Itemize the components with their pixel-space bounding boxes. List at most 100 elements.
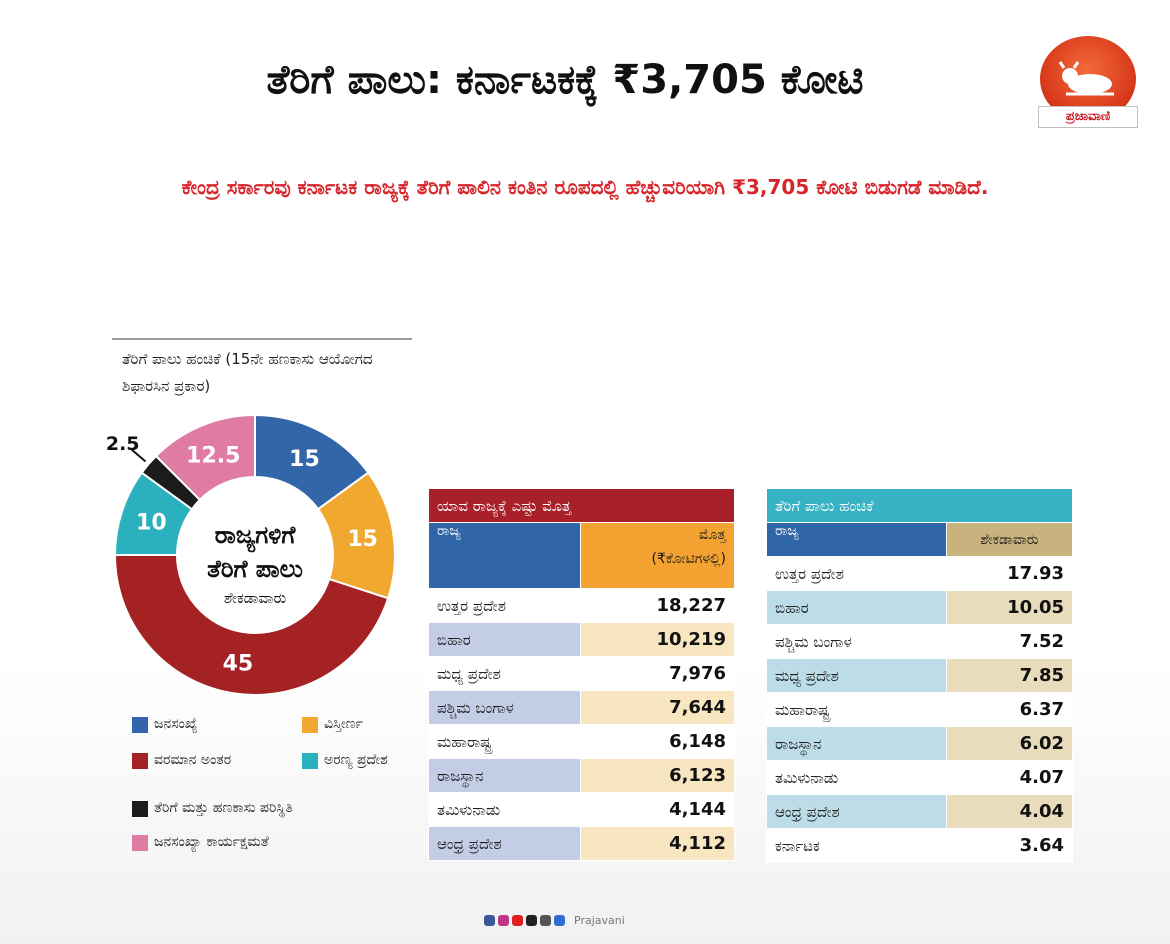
amount-table-row: ರಾಜಸ್ಥಾನ 6,123 — [428, 758, 735, 793]
legend-label: ತೆರಿಗೆ ಮತ್ತು ಹಣಕಾಸು ಪರಿಸ್ಥಿತಿ — [154, 800, 293, 816]
amount-table-header-state: ರಾಜ್ಯ — [428, 522, 581, 589]
amount-table-state-cell: ಪಶ್ಚಿಮ ಬಂಗಾಳ — [428, 690, 581, 725]
share-table-state-cell: ಪಶ್ಚಿಮ ಬಂಗಾಳ — [766, 624, 947, 659]
legend-item-2: ವರಮಾನ ಅಂತರ — [132, 752, 292, 769]
share-table-value-cell: 4.07 — [946, 760, 1073, 795]
share-table: ತೆರಿಗೆ ಪಾಲು ಹಂಚಿಕೆ ರಾಜ್ಯ ಶೇಕಡಾವಾರು ಉತ್ತರ… — [766, 488, 1073, 863]
bull-emblem-icon — [1058, 61, 1114, 96]
legend-label: ಜನಸಂಖ್ಯೆ — [154, 716, 198, 732]
amount-table-value-cell: 6,148 — [580, 724, 735, 759]
amount-table-row: ತಮಿಳುನಾಡು 4,144 — [428, 792, 735, 827]
share-table-row: ಬಿಹಾರ 10.05 — [766, 590, 1073, 625]
donut-center-label-1: ತೆರಿಗೆ ಪಾಲು — [207, 555, 303, 583]
donut-slice-label-2: 45 — [223, 652, 254, 677]
amount-table-row: ಮಧ್ಯ ಪ್ರದೇಶ 7,976 — [428, 656, 735, 691]
sharechat-icon[interactable] — [554, 914, 565, 926]
amount-header-label: ಮೊತ್ತ — [698, 527, 726, 543]
donut-slice-5 — [154, 413, 256, 502]
amount-table-value-cell: 4,144 — [580, 792, 735, 827]
donut-callout-arrow — [131, 449, 147, 463]
legend-swatch — [132, 753, 148, 769]
facebook-icon[interactable] — [484, 914, 495, 926]
amount-table-row: ಬಿಹಾರ 10,219 — [428, 622, 735, 657]
share-table-value-cell: 4.04 — [946, 794, 1073, 829]
amount-table-row: ಮಹಾರಾಷ್ಟ್ರ 6,148 — [428, 724, 735, 759]
legend-label: ವಿಸ್ತೀರ್ಣ — [324, 716, 363, 732]
donut-chart: 15 15 45 10 2.5 12.5 ರಾಜ್ಯಗಳಿಗೆತೆರಿಗೆ ಪಾಲು ಶೇಕಡ… — [106, 413, 396, 696]
share-table-state-cell: ಕರ್ನಾಟಕ — [766, 828, 947, 863]
amount-table-row: ಆಂಧ್ರ ಪ್ರದೇಶ 4,112 — [428, 826, 735, 861]
amount-table-header-amount: ಮೊತ್ತ (₹ಕೋಟಿಗಳಲ್ಲಿ) — [580, 522, 735, 589]
share-table-state-cell: ಉತ್ತರ ಪ್ರದೇಶ — [766, 556, 947, 591]
share-table-row: ಮಧ್ಯ ಪ್ರದೇಶ 7.85 — [766, 658, 1073, 693]
logo-wordmark: ಪ್ರಜಾವಾಣಿ — [1038, 106, 1138, 128]
share-table-header-state: ರಾಜ್ಯ — [766, 522, 947, 557]
legend-swatch — [132, 717, 148, 733]
donut-legend: ಜನಸಂಖ್ಯೆ ವಿಸ್ತೀರ್ಣ ವರಮಾನ ಅಂತರ ಅರಣ್ಯ ಪ್ರದೇಶ ತ… — [132, 712, 432, 862]
share-table-state-cell: ತಮಿಳುನಾಡು — [766, 760, 947, 795]
share-table-value-cell: 17.93 — [946, 556, 1073, 591]
legend-item-3: ಅರಣ್ಯ ಪ್ರದೇಶ — [302, 752, 432, 769]
share-table-value-cell: 6.02 — [946, 726, 1073, 761]
amount-table-state-cell: ಉತ್ತರ ಪ್ರದೇಶ — [428, 588, 581, 623]
donut-center-label-2: ಶೇಕಡಾವಾರು — [224, 589, 287, 607]
legend-label: ವರಮಾನ ಅಂತರ — [154, 752, 232, 768]
share-table-value-cell: 6.37 — [946, 692, 1073, 727]
social-footer: Prajavani — [484, 908, 694, 932]
amount-table-value-cell: 10,219 — [580, 622, 735, 657]
prajavani-logo[interactable]: ಪ್ರಜಾವಾಣಿ — [1038, 36, 1140, 128]
amount-table-state-cell: ಮಧ್ಯ ಪ್ರದೇಶ — [428, 656, 581, 691]
share-table-value-cell: 3.64 — [946, 828, 1073, 863]
share-table-state-cell: ಮಹಾರಾಷ್ಟ್ರ — [766, 692, 947, 727]
amount-table-state-cell: ಬಿಹಾರ — [428, 622, 581, 657]
donut-slice-label-4: 2.5 — [106, 433, 140, 455]
share-table-row: ಮಹಾರಾಷ್ಟ್ರ 6.37 — [766, 692, 1073, 727]
donut-chart-title: ತೆರಿಗೆ ಪಾಲು ಹಂಚಿಕೆ (15ನೇ ಹಣಕಾಸು ಆಯೋಗದ ಶಿ… — [122, 350, 373, 395]
amount-table-state-cell: ರಾಜಸ್ಥಾನ — [428, 758, 581, 793]
amount-table-row: ಪಶ್ಚಿಮ ಬಂಗಾಳ 7,644 — [428, 690, 735, 725]
footer-handle[interactable]: Prajavani — [574, 913, 625, 927]
share-table-title: ತೆರಿಗೆ ಪಾಲು ಹಂಚಿಕೆ — [766, 488, 1073, 523]
share-table-row: ತಮಿಳುನಾಡು 4.07 — [766, 760, 1073, 795]
share-table-state-cell: ಮಧ್ಯ ಪ್ರದೇಶ — [766, 658, 947, 693]
legend-swatch — [302, 717, 318, 733]
share-table-row: ಆಂಧ್ರ ಪ್ರದೇಶ 4.04 — [766, 794, 1073, 829]
share-table-row: ಪಶ್ಚಿಮ ಬಂಗಾಳ 7.52 — [766, 624, 1073, 659]
amount-table-state-cell: ಮಹಾರಾಷ್ಟ್ರ — [428, 724, 581, 759]
legend-swatch — [132, 835, 148, 851]
amount-table-value-cell: 4,112 — [580, 826, 735, 861]
share-table-state-cell: ಬಿಹಾರ — [766, 590, 947, 625]
amount-table-title: ಯಾವ ರಾಜ್ಯಕ್ಕೆ ಎಷ್ಟು ಮೊತ್ತ — [428, 488, 735, 523]
amount-table-value-cell: 18,227 — [580, 588, 735, 623]
legend-label: ಜನಸಂಖ್ಯಾ ಕಾರ್ಯಕ್ಷಮತೆ — [154, 834, 269, 850]
legend-item-0: ಜನಸಂಖ್ಯೆ — [132, 716, 292, 733]
amount-table: ಯಾವ ರಾಜ್ಯಕ್ಕೆ ಎಷ್ಟು ಮೊತ್ತ ರಾಜ್ಯ ಮೊತ್ತ (₹… — [428, 488, 735, 861]
donut-slice-2 — [113, 554, 390, 696]
threads-icon[interactable] — [540, 914, 551, 926]
share-table-value-cell: 10.05 — [946, 590, 1073, 625]
legend-item-1: ವಿಸ್ತೀರ್ಣ — [302, 716, 432, 733]
share-table-row: ಉತ್ತರ ಪ್ರದೇಶ 17.93 — [766, 556, 1073, 591]
share-table-state-cell: ಆಂಧ್ರ ಪ್ರದೇಶ — [766, 794, 947, 829]
donut-center-label-0: ರಾಜ್ಯಗಳಿಗೆ — [215, 521, 297, 553]
legend-label: ಅರಣ್ಯ ಪ್ರದೇಶ — [324, 752, 388, 768]
amount-table-state-cell: ತಮಿಳುನಾಡು — [428, 792, 581, 827]
share-table-state-cell: ರಾಜಸ್ಥಾನ — [766, 726, 947, 761]
share-table-row: ಕರ್ನಾಟಕ 3.64 — [766, 828, 1073, 863]
youtube-icon[interactable] — [512, 914, 523, 926]
legend-item-5: ಜನಸಂಖ್ಯಾ ಕಾರ್ಯಕ್ಷಮತೆ — [132, 834, 422, 851]
subheadline: ಕೇಂದ್ರ ಸರ್ಕಾರವು ಕರ್ನಾಟಕ ರಾಜ್ಯಕ್ಕೆ ತೆರಿಗೆ… — [181, 175, 989, 199]
legend-item-4: ತೆರಿಗೆ ಮತ್ತು ಹಣಕಾಸು ಪರಿಸ್ಥಿತಿ — [132, 800, 422, 817]
amount-table-value-cell: 6,123 — [580, 758, 735, 793]
instagram-icon[interactable] — [498, 914, 509, 926]
x-icon[interactable] — [526, 914, 537, 926]
share-table-header-percent: ಶೇಕಡಾವಾರು — [946, 522, 1073, 557]
share-table-value-cell: 7.52 — [946, 624, 1073, 659]
share-table-value-cell: 7.85 — [946, 658, 1073, 693]
share-table-row: ರಾಜಸ್ಥಾನ 6.02 — [766, 726, 1073, 761]
amount-table-value-cell: 7,976 — [580, 656, 735, 691]
amount-header-unit: (₹ಕೋಟಿಗಳಲ್ಲಿ) — [651, 551, 726, 567]
legend-swatch — [132, 801, 148, 817]
chart-divider — [112, 338, 412, 340]
donut-slice-label-5: 12.5 — [186, 443, 240, 468]
